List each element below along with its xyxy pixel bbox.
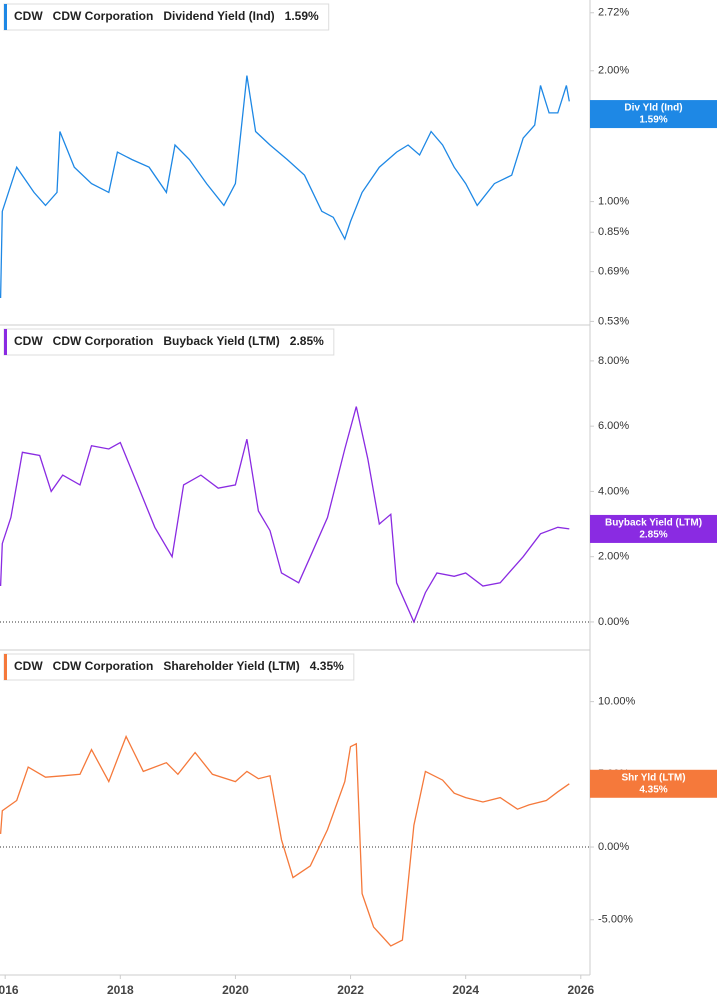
y-tick-label: 0.00% [598, 616, 629, 628]
legend-swatch [4, 654, 7, 680]
legend-series-name: Buyback Yield (LTM) [163, 334, 279, 348]
badge-name: Shr Yld (LTM) [621, 772, 685, 783]
y-tick-label: 1.00% [598, 195, 629, 207]
badge-value: 2.85% [639, 530, 667, 541]
legend-ticker: CDW [14, 334, 43, 348]
legend-company: CDW Corporation [53, 659, 154, 673]
legend-value: 2.85% [290, 334, 324, 348]
badge-name: Div Yld (Ind) [624, 103, 682, 114]
legend-box [3, 3, 330, 31]
series-line [0, 734, 570, 947]
legend-swatch [4, 329, 7, 355]
y-tick-label: 2.00% [598, 551, 629, 563]
y-tick-label: 0.00% [598, 841, 629, 853]
legend-ticker: CDW [14, 659, 43, 673]
y-tick-label: -5.00% [598, 914, 633, 926]
y-tick-label: 0.85% [598, 226, 629, 238]
legend-box [3, 328, 335, 356]
x-tick-label: 2024 [452, 983, 479, 997]
legend-company: CDW Corporation [53, 334, 154, 348]
y-tick-label: 0.53% [598, 315, 629, 327]
badge-value: 4.35% [639, 784, 667, 795]
y-tick-label: 2.72% [598, 7, 629, 19]
legend-series-name: Shareholder Yield (LTM) [163, 659, 299, 673]
badge-name: Buyback Yield (LTM) [605, 518, 702, 529]
x-tick-label: 2020 [222, 983, 249, 997]
legend-swatch [4, 4, 7, 30]
legend-ticker: CDW [14, 9, 43, 23]
x-tick-label: 2022 [337, 983, 364, 997]
x-tick-label: 2026 [567, 983, 594, 997]
x-tick-label: 2016 [0, 983, 19, 997]
legend-value: 4.35% [310, 659, 344, 673]
x-tick-label: 2018 [107, 983, 134, 997]
series-line [0, 75, 570, 299]
value-badge [590, 514, 717, 543]
badge-value: 1.59% [639, 115, 667, 126]
value-badge [590, 769, 717, 798]
legend-series-name: Dividend Yield (Ind) [163, 9, 274, 23]
y-tick-label: 10.00% [598, 696, 636, 708]
y-tick-label: 6.00% [598, 420, 629, 432]
y-tick-label: 8.00% [598, 355, 629, 367]
legend-company: CDW Corporation [53, 9, 154, 23]
y-tick-label: 2.00% [598, 65, 629, 77]
legend-value: 1.59% [285, 9, 319, 23]
series-line [0, 406, 570, 624]
y-tick-label: 0.69% [598, 266, 629, 278]
value-badge [590, 100, 717, 129]
y-tick-label: 4.00% [598, 485, 629, 497]
